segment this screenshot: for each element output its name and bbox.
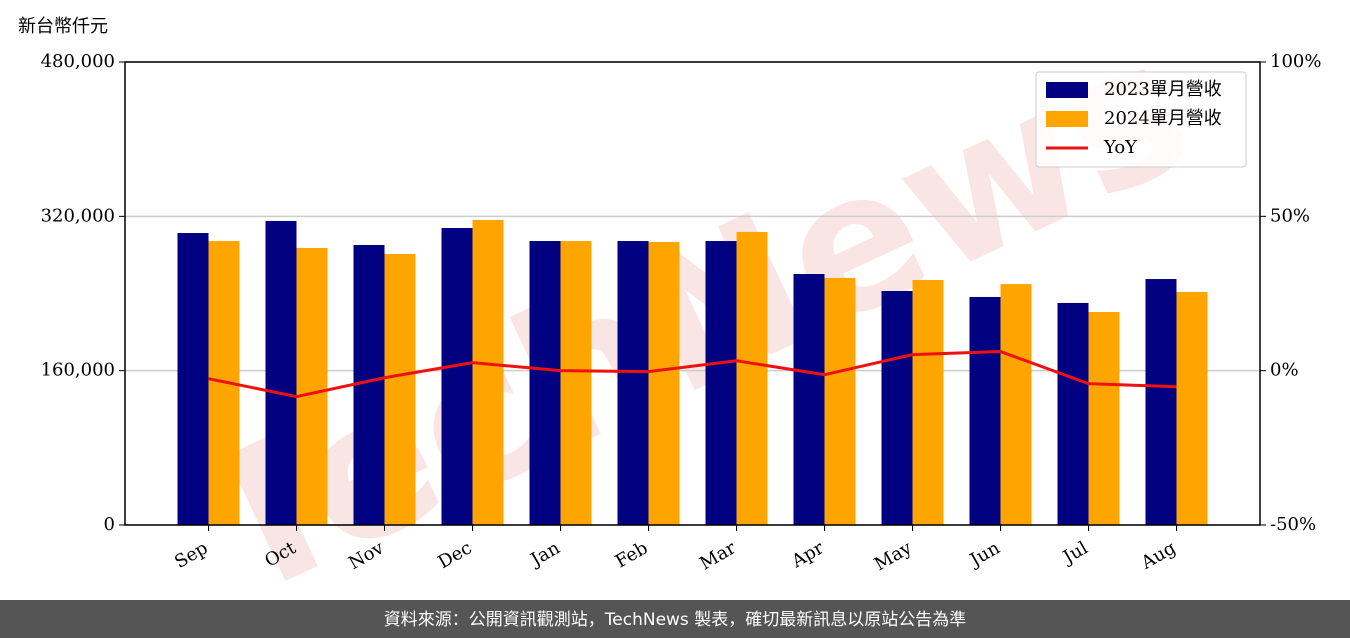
y2-tick-label: -50%	[1270, 514, 1316, 535]
bar	[969, 296, 1001, 525]
x-tick-label: Jul	[1058, 537, 1092, 569]
bar	[177, 233, 209, 525]
bar	[353, 244, 385, 526]
y-tick-label: 160,000	[41, 360, 115, 381]
y-axis-label: 新台幣仟元	[18, 16, 108, 37]
bar	[824, 277, 856, 525]
y-tick-label: 320,000	[41, 205, 115, 226]
x-tick-label: Aug	[1137, 537, 1180, 574]
bar	[384, 253, 416, 525]
legend-label: YoY	[1103, 137, 1138, 158]
legend-label: 2023單月營收	[1104, 79, 1222, 100]
bar	[793, 274, 825, 525]
legend-swatch	[1046, 111, 1088, 127]
bar	[1145, 279, 1177, 525]
legend-box	[1035, 71, 1247, 168]
x-tick-label: Apr	[787, 537, 827, 572]
y-tick-label: 0	[104, 514, 115, 535]
yoy-line	[208, 350, 1177, 399]
bar	[529, 241, 561, 525]
bar	[560, 241, 592, 525]
bar	[617, 241, 649, 525]
source-note: 資料來源：公開資訊觀測站，TechNews 製表，確切最新訊息以原站公告為準	[384, 610, 966, 630]
plot-frame	[124, 61, 1261, 526]
x-tick-label: Jan	[526, 537, 564, 571]
bar	[1088, 312, 1120, 525]
y2-tick-label: 0%	[1270, 360, 1299, 381]
y2-tick-label: 100%	[1270, 51, 1321, 72]
x-tick-label: Jun	[965, 537, 1004, 572]
bar	[1000, 284, 1032, 525]
x-tick-label: Sep	[171, 537, 211, 572]
bar	[881, 290, 913, 525]
bar	[1057, 302, 1089, 525]
y2-tick-label: 50%	[1270, 205, 1310, 226]
bar	[648, 241, 680, 525]
bar	[265, 220, 297, 526]
bar	[1176, 291, 1208, 525]
bar	[472, 219, 504, 525]
y-tick-label: 480,000	[41, 51, 115, 72]
x-tick-label: Mar	[696, 537, 740, 574]
bar	[912, 279, 944, 525]
legend-label: 2024單月營收	[1104, 108, 1222, 129]
x-tick-label: Feb	[612, 537, 652, 572]
bar	[736, 231, 768, 525]
bar	[705, 241, 737, 525]
x-tick-label: May	[871, 537, 916, 575]
footer-band	[0, 600, 1350, 638]
bar	[441, 228, 473, 525]
bar	[296, 247, 328, 525]
legend-swatch	[1046, 82, 1088, 98]
